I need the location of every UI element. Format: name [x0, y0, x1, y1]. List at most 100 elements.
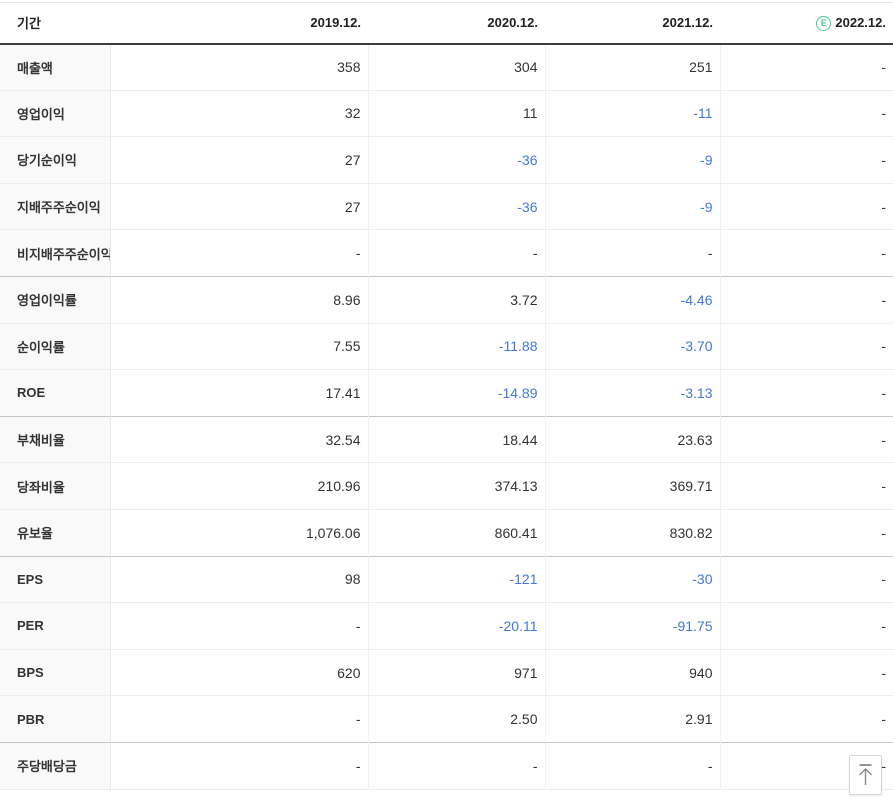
row-label: 지배주주순이익 [0, 183, 111, 230]
cell-value: 11 [368, 90, 546, 137]
cell-value: 18.44 [368, 416, 546, 463]
column-header-2020-12: 2020.12. [368, 2, 545, 45]
cell-value: 251 [545, 43, 721, 91]
table-row-dividend-per-share: 주당배당금 - - - - [0, 742, 893, 789]
cell-value: -91.75 [545, 602, 721, 650]
cell-value: 7.55 [110, 323, 369, 370]
row-label: 순이익률 [0, 323, 111, 370]
scroll-to-top-button[interactable] [849, 755, 882, 795]
row-label: 매출액 [0, 43, 111, 91]
cell-value: 2.50 [368, 695, 546, 743]
cell-value: 210.96 [110, 462, 369, 510]
cell-value: -36 [368, 183, 546, 230]
cell-value: -3.70 [545, 323, 721, 370]
cell-value: -14.89 [368, 369, 546, 417]
estimate-badge-icon: E [816, 15, 832, 31]
column-header-2021-12: 2021.12. [545, 2, 720, 45]
table-row-operating-margin: 영업이익률 8.96 3.72 -4.46 - [0, 276, 893, 324]
row-label: BPS [0, 649, 111, 696]
cell-value: - [881, 617, 886, 634]
cell-value: - [881, 245, 886, 262]
cell-value: - [881, 757, 886, 774]
row-label: 영업이익 [0, 90, 111, 137]
cell-value: - [881, 384, 886, 401]
cell-value: - [881, 59, 886, 76]
cell-value: -11 [545, 90, 721, 137]
table-row-controlling-net-income: 지배주주순이익 27 -36 -9 - [0, 183, 893, 230]
cell-value: - [881, 105, 886, 122]
financial-statements-table: 기간 2019.12. 2020.12. 2021.12. E 2022.12. … [0, 2, 893, 790]
table-row-bps: BPS 620 971 940 - [0, 649, 893, 696]
cell-value: - [881, 198, 886, 215]
cell-value: 27 [110, 183, 369, 230]
cell-value: -121 [368, 556, 546, 603]
cell-value: - [881, 571, 886, 588]
row-label: PBR [0, 695, 111, 743]
table-row-noncontrolling-net-income: 비지배주주순이익 - - - - [0, 229, 893, 277]
cell-value: - [545, 742, 721, 789]
cell-value: - [545, 229, 721, 277]
cell-value: - [368, 229, 546, 277]
cell-value: 3.72 [368, 276, 546, 324]
row-label: 유보율 [0, 509, 111, 557]
cell-value: -3.13 [545, 369, 721, 417]
row-label: ROE [0, 369, 111, 417]
row-label: 당좌비율 [0, 462, 111, 510]
cell-value: 358 [110, 43, 369, 91]
cell-value: - [368, 742, 546, 789]
cell-value: - [881, 711, 886, 728]
cell-value: - [881, 664, 886, 681]
cell-value: 374.13 [368, 462, 546, 510]
cell-value: - [110, 742, 369, 789]
table-row-quick-ratio: 당좌비율 210.96 374.13 369.71 - [0, 462, 893, 510]
header-row: 기간 2019.12. 2020.12. 2021.12. E 2022.12. [0, 2, 893, 45]
cell-value: 860.41 [368, 509, 546, 557]
cell-value: -9 [545, 136, 721, 184]
cell-value: - [110, 229, 369, 277]
cell-value: 27 [110, 136, 369, 184]
cell-value: -30 [545, 556, 721, 603]
cell-value: -11.88 [368, 323, 546, 370]
cell-value: 23.63 [545, 416, 721, 463]
cell-value: 940 [545, 649, 721, 696]
cell-value: -36 [368, 136, 546, 184]
table-row-operating-profit: 영업이익 32 11 -11 - [0, 90, 893, 137]
table-row-per: PER - -20.11 -91.75 - [0, 602, 893, 650]
cell-value: 17.41 [110, 369, 369, 417]
cell-value: 32.54 [110, 416, 369, 463]
cell-value: - [110, 695, 369, 743]
cell-value: - [881, 151, 886, 168]
column-header-2019-12: 2019.12. [110, 2, 368, 45]
cell-value: 830.82 [545, 509, 721, 557]
table-row-net-income: 당기순이익 27 -36 -9 - [0, 136, 893, 184]
table-row-revenue: 매출액 358 304 251 - [0, 43, 893, 91]
row-label: 영업이익률 [0, 276, 111, 324]
cell-value: 369.71 [545, 462, 721, 510]
row-label: 주당배당금 [0, 742, 111, 789]
period-header-label: 기간 [0, 2, 110, 45]
cell-value: - [881, 431, 886, 448]
cell-value: 98 [110, 556, 369, 603]
arrow-up-to-top-icon [859, 764, 872, 785]
cell-value: 620 [110, 649, 369, 696]
table-row-eps: EPS 98 -121 -30 - [0, 556, 893, 603]
cell-value: - [881, 524, 886, 541]
cell-value: - [110, 602, 369, 650]
cell-value: - [881, 338, 886, 355]
cell-value: 8.96 [110, 276, 369, 324]
column-header-2022-12-estimate: E 2022.12. [720, 2, 893, 45]
cell-value: -20.11 [368, 602, 546, 650]
cell-value: 1,076.06 [110, 509, 369, 557]
cell-value: - [881, 291, 886, 308]
table-row-retention-ratio: 유보율 1,076.06 860.41 830.82 - [0, 509, 893, 557]
table-row-net-margin: 순이익률 7.55 -11.88 -3.70 - [0, 323, 893, 370]
cell-value: - [881, 478, 886, 495]
table-row-roe: ROE 17.41 -14.89 -3.13 - [0, 369, 893, 417]
cell-value: 304 [368, 43, 546, 91]
row-label: EPS [0, 556, 111, 603]
cell-value: -4.46 [545, 276, 721, 324]
cell-value: 32 [110, 90, 369, 137]
cell-value: 971 [368, 649, 546, 696]
column-header-2022-12-text: 2022.12. [835, 14, 886, 30]
cell-value: 2.91 [545, 695, 721, 743]
